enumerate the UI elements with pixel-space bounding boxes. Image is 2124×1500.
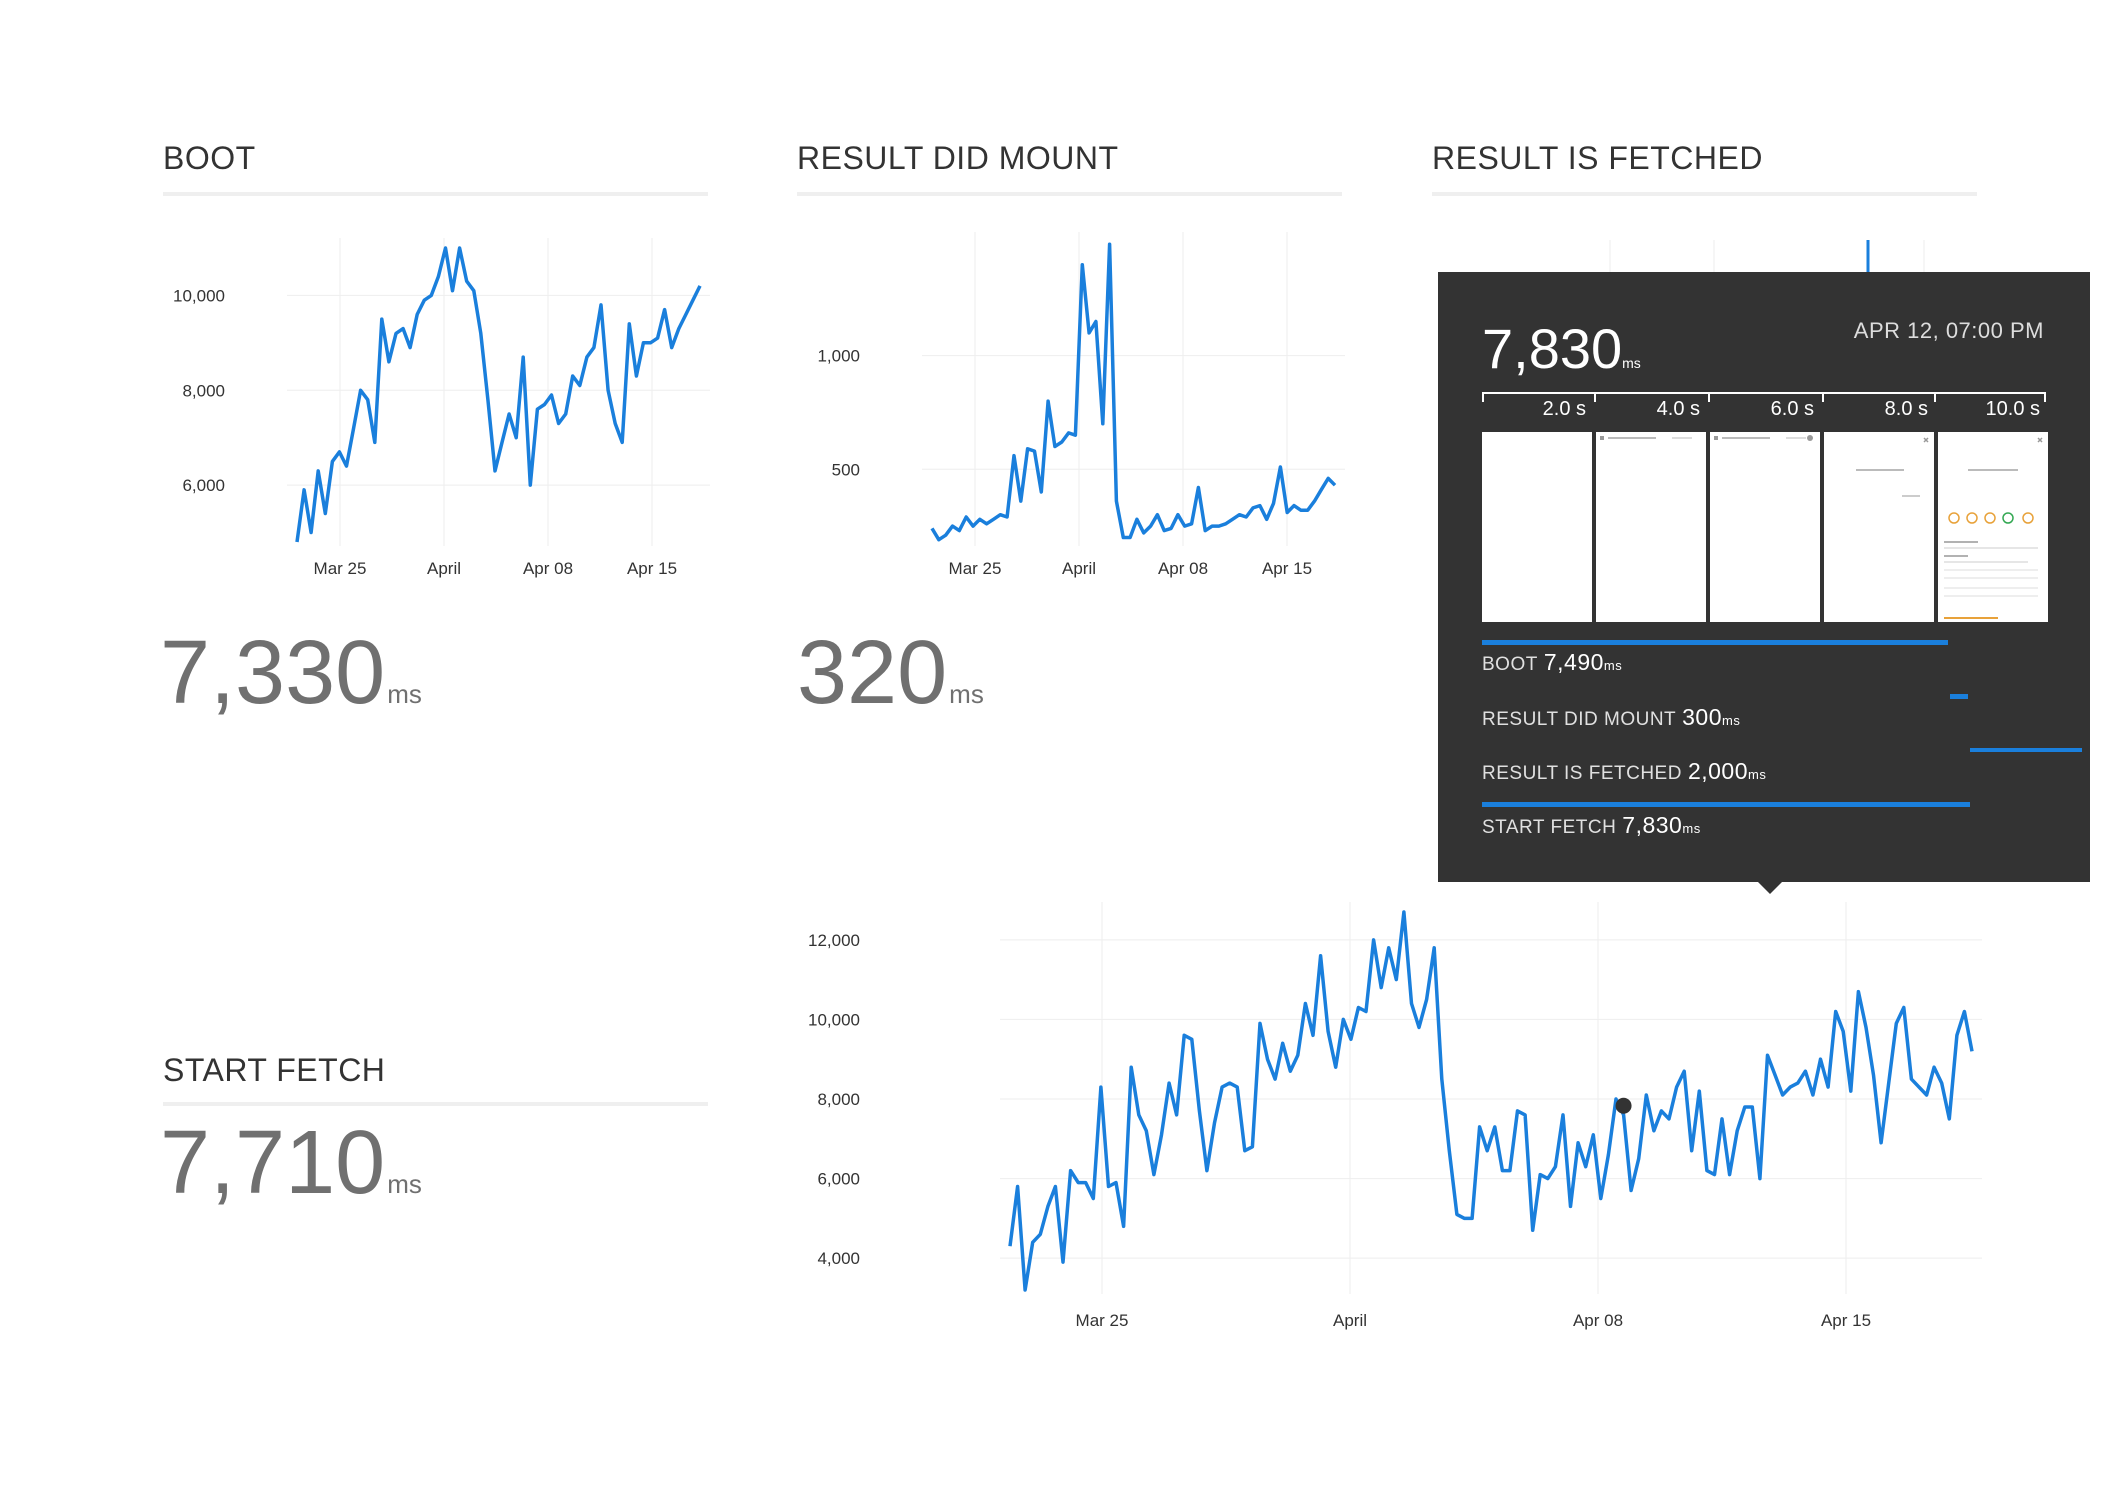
x-tick-label: Apr 15 <box>1262 559 1312 578</box>
tooltip-value: 7,830ms <box>1482 317 1641 380</box>
mount-unit: ms <box>949 679 984 709</box>
tooltip-metric-mount: RESULT DID MOUNT 300ms <box>1482 704 1741 730</box>
series-line <box>930 242 1337 542</box>
result-did-mount-bar <box>1950 694 1968 699</box>
y-tick-label: 1,000 <box>817 347 860 366</box>
x-tick-label: Mar 25 <box>314 559 367 578</box>
panel-title-fetched: RESULT IS FETCHED <box>1432 140 1763 176</box>
tooltip-date: APR 12, 07:00 PM <box>1853 318 2044 343</box>
timeline-tick: 2.0 s <box>1542 398 1586 420</box>
tooltip-metric-boot: BOOT 7,490ms <box>1482 649 1623 675</box>
filmstrip-frame[interactable] <box>1710 432 1820 622</box>
start-fetch-chart[interactable]: 4,000 6,000 8,000 10,000 12,000 Mar 25 April Ap… <box>780 900 2000 1340</box>
hover-point <box>1615 1097 1632 1114</box>
tooltip-unit: ms <box>1622 355 1641 371</box>
boot-chart[interactable]: 6,000 8,000 10,000 Mar 25 April Apr 08 Apr 15 <box>150 230 710 590</box>
y-tick-label: 10,000 <box>808 1010 860 1029</box>
y-tick-label: 12,000 <box>808 931 860 950</box>
y-tick-label: 6,000 <box>182 476 225 495</box>
timeline-axis <box>1482 392 2046 394</box>
x-tick-label: April <box>427 559 461 578</box>
tooltip-metric-start-fetch: START FETCH 7,830ms <box>1482 812 1701 838</box>
timeline-tick: 4.0 s <box>1656 398 1700 420</box>
tooltip: 7,830ms APR 12, 07:00 PM 2.0 s 4.0 s 6.0… <box>1438 272 2090 882</box>
filmstrip-frame[interactable] <box>1824 432 1934 622</box>
tooltip-arrow <box>1758 882 1782 894</box>
y-tick-label: 10,000 <box>173 286 225 305</box>
result-is-fetched-bar <box>1970 748 2082 752</box>
y-tick-label: 500 <box>832 460 860 479</box>
filmstrip-frame[interactable] <box>1596 432 1706 622</box>
y-tick-label: 8,000 <box>182 381 225 400</box>
boot-unit: ms <box>387 679 422 709</box>
x-tick-label: Mar 25 <box>1076 1311 1129 1330</box>
series-line <box>1008 910 1974 1292</box>
panel-title-mount: RESULT DID MOUNT <box>797 140 1119 176</box>
filmstrip-frame[interactable] <box>1938 432 2048 622</box>
panel-title-start-fetch: START FETCH <box>163 1052 386 1088</box>
panel-divider <box>163 192 708 196</box>
start-fetch-unit: ms <box>387 1169 422 1199</box>
timeline-tick: 6.0 s <box>1770 398 1814 420</box>
mount-chart[interactable]: 500 1,000 Mar 25 April Apr 08 Apr 15 <box>785 230 1345 590</box>
x-tick-label: Apr 08 <box>523 559 573 578</box>
y-tick-label: 6,000 <box>817 1170 860 1189</box>
tooltip-metric-fetched: RESULT IS FETCHED 2,000ms <box>1482 758 1767 784</box>
x-tick-label: Apr 08 <box>1573 1311 1623 1330</box>
x-tick-label: Mar 25 <box>949 559 1002 578</box>
panel-divider <box>797 192 1342 196</box>
y-tick-label: 4,000 <box>817 1249 860 1268</box>
y-tick-label: 8,000 <box>817 1090 860 1109</box>
timeline-tick: 10.0 s <box>1985 398 2040 420</box>
panel-divider <box>163 1102 708 1106</box>
boot-value: 7,330ms <box>160 623 422 723</box>
x-tick-label: Apr 08 <box>1158 559 1208 578</box>
x-tick-label: Apr 15 <box>627 559 677 578</box>
timeline-tick: 8.0 s <box>1884 398 1928 420</box>
panel-divider <box>1432 192 1977 196</box>
boot-bar <box>1482 640 1948 645</box>
x-tick-label: April <box>1062 559 1096 578</box>
x-tick-label: April <box>1333 1311 1367 1330</box>
x-tick-label: Apr 15 <box>1821 1311 1871 1330</box>
panel-title-boot: BOOT <box>163 140 256 176</box>
series-line <box>295 246 702 543</box>
start-fetch-value: 7,710ms <box>160 1113 422 1213</box>
filmstrip-frame[interactable] <box>1482 432 1592 622</box>
start-fetch-bar <box>1482 802 1970 807</box>
mount-value: 320ms <box>797 623 984 723</box>
